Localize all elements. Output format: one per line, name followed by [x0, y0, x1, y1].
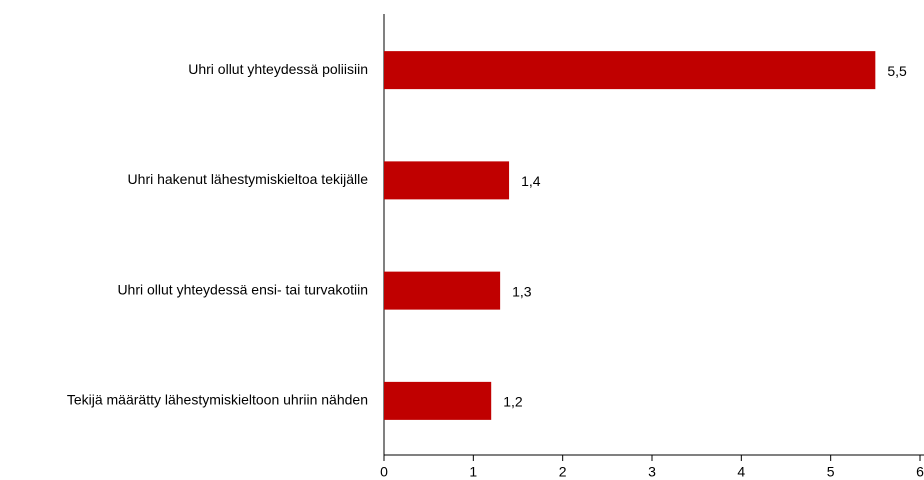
x-tick-label: 5 [827, 464, 835, 480]
y-tick-label: Tekijä määrätty lähestymiskieltoon uhrii… [67, 392, 368, 408]
data-label: 5,5 [887, 63, 907, 79]
y-tick-label: Uhri ollut yhteydessä poliisiin [188, 61, 368, 77]
y-tick-label: Uhri ollut yhteydessä ensi- tai turvakot… [117, 281, 368, 297]
data-label: 1,4 [521, 173, 541, 189]
x-tick-label: 0 [380, 464, 388, 480]
bar [384, 381, 492, 420]
data-label: 1,2 [503, 394, 523, 410]
x-tick-label: 2 [559, 464, 567, 480]
x-tick-label: 3 [648, 464, 656, 480]
x-tick-label: 1 [469, 464, 477, 480]
bar [384, 161, 510, 200]
data-label: 1,3 [512, 283, 532, 299]
bar [384, 51, 876, 90]
bar [384, 271, 501, 310]
x-tick-label: 4 [737, 464, 745, 480]
x-tick-label: 6 [916, 464, 924, 480]
y-tick-label: Uhri hakenut lähestymiskieltoa tekijälle [128, 171, 369, 187]
